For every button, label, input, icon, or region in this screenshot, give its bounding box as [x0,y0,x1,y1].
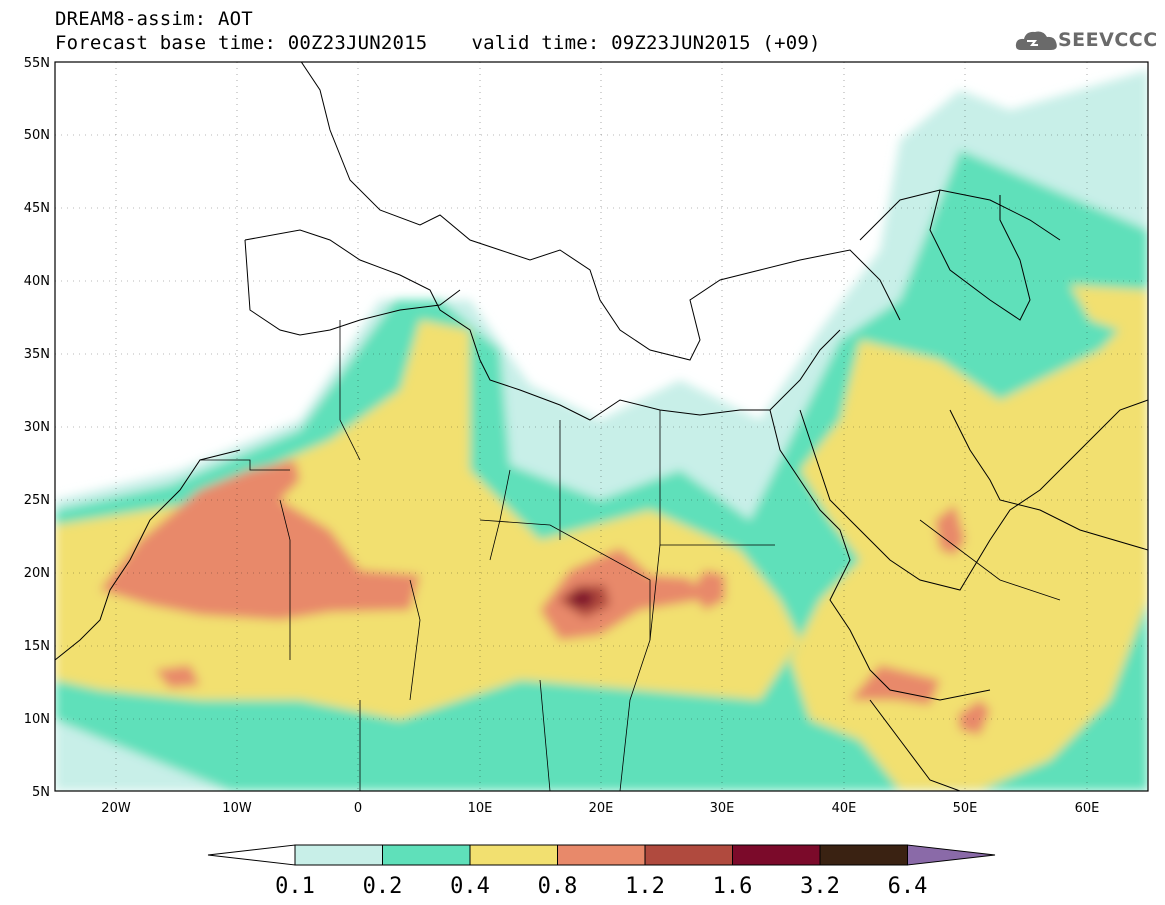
lat-label: 25N [24,493,50,508]
forecast-time-line: Forecast base time: 00Z23JUN2015 valid ti… [55,32,821,54]
colorbar-label: 0.8 [538,874,578,899]
lat-label: 30N [24,420,50,435]
longitude-labels: 20W 10W 0 10E 20E 30E 40E 50E 60E [101,801,1099,816]
aot-band-0.8-senegal [155,665,200,688]
lon-label: 40E [832,801,857,816]
valid-time-label: valid time: 09Z23JUN2015 (+09) [471,32,821,54]
base-time-label: Forecast base time: 00Z23JUN2015 [55,32,428,54]
aot-field [55,62,1148,791]
lon-label: 50E [953,801,978,816]
aot-band-0.4-caspian [1070,285,1148,340]
colorbar-swatch [644,844,733,866]
cloud-icon [1015,31,1057,50]
aot-band-0.8 [100,460,420,620]
colorbar-swatch [819,844,908,866]
colorbar-swatch [732,844,821,866]
lat-label: 45N [24,201,50,216]
colorbar-label: 1.2 [625,874,665,899]
aot-band-0.8-somalia [958,700,990,735]
seevccc-logo [1015,31,1057,50]
colorbar-swatch [294,844,383,866]
colorbar-swatch [382,844,471,866]
map-frame [54,61,1149,792]
aot-band-1.6 [568,590,595,606]
colorbar-label: 3.2 [800,874,840,899]
colorbar-swatch [469,844,558,866]
colorbar-label: 0.2 [363,874,403,899]
coastlines [55,62,1148,791]
lat-label: 5N [32,785,50,800]
colorbar: 0.1 0.2 0.4 0.8 1.2 1.6 3.2 6.4 [207,844,996,899]
lat-label: 55N [24,56,50,71]
colorbar-label: 0.1 [275,874,315,899]
colorbar-swatch [557,844,646,866]
lon-label: 10E [468,801,493,816]
aot-band-0.8-chad [540,548,700,640]
lon-label: 20W [101,801,131,816]
lat-label: 20N [24,566,50,581]
lon-label: 10W [222,801,252,816]
lat-label: 50N [24,128,50,143]
latitude-labels: 5N 10N 15N 20N 25N 30N 35N 40N 45N 50N 5… [24,56,50,800]
lon-label: 0 [354,801,362,816]
gridlines [55,62,1148,791]
colorbar-above-triangle [907,844,996,866]
lat-label: 10N [24,712,50,727]
lon-label: 30E [710,801,735,816]
colorbar-label: 1.6 [713,874,753,899]
lon-label: 60E [1075,801,1100,816]
colorbar-below-triangle [207,844,296,866]
borders [200,320,1061,791]
lat-label: 35N [24,347,50,362]
logo-text: SEEVCCC [1058,29,1158,51]
lon-label: 20E [589,801,614,816]
lat-label: 40N [24,274,50,289]
colorbar-label: 0.4 [450,874,490,899]
lat-label: 15N [24,639,50,654]
map-title: DREAM8-assim: AOT [55,8,253,30]
aot-band-0.8-arabia [935,505,965,555]
colorbar-label: 6.4 [888,874,928,899]
aot-band-0.8-sudan [690,570,725,610]
